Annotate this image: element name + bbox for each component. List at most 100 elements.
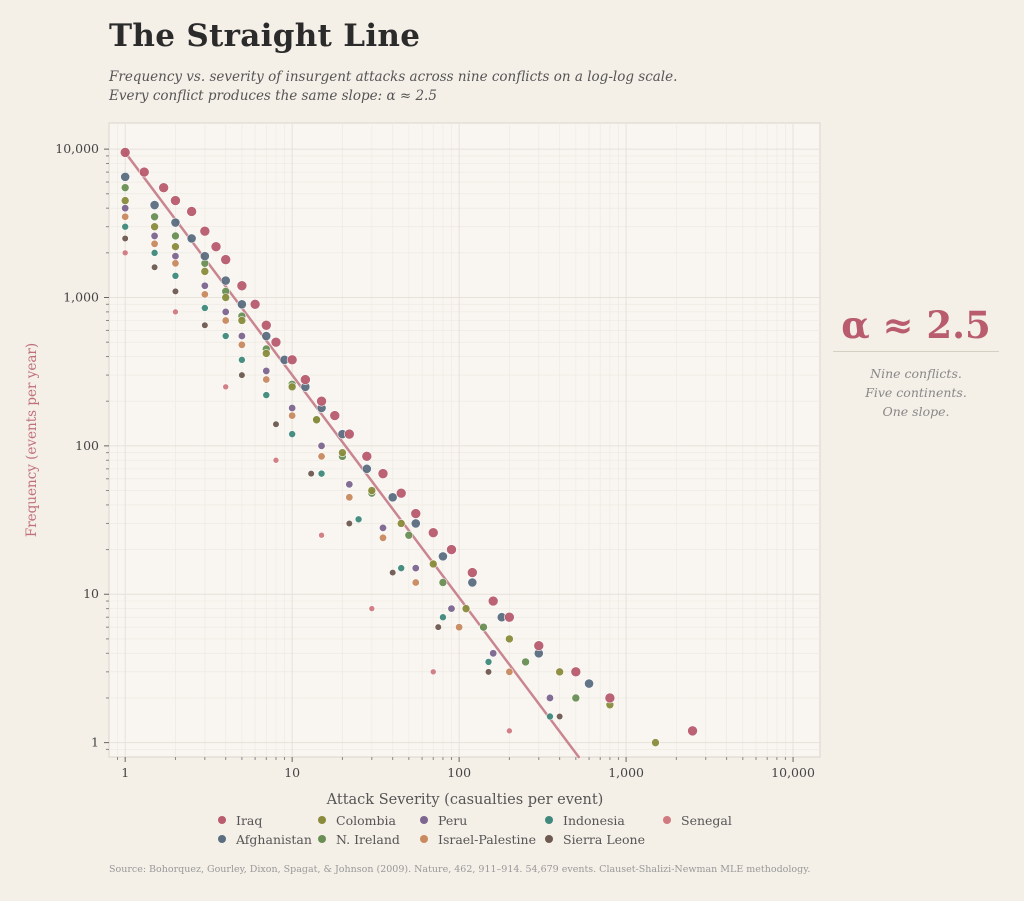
- data-point: [467, 577, 478, 588]
- data-point: [377, 468, 389, 479]
- annotation-divider: [833, 351, 999, 352]
- legend-marker-icon: [218, 816, 226, 824]
- series-colombia: [120, 196, 660, 747]
- data-point: [361, 463, 372, 474]
- data-point: [221, 316, 230, 325]
- alpha-headline: α ≈ 2.5: [841, 303, 991, 347]
- data-point: [200, 281, 209, 290]
- data-point: [505, 634, 514, 644]
- legend-item: Senegal: [663, 812, 763, 828]
- data-point: [438, 551, 448, 562]
- data-point: [411, 564, 420, 573]
- legend-label: Colombia: [336, 812, 396, 828]
- x-tick-label: 10: [284, 765, 300, 780]
- legend-marker-icon: [218, 835, 226, 843]
- data-point: [446, 544, 457, 555]
- data-point: [288, 403, 297, 412]
- data-point: [345, 519, 353, 528]
- data-point: [170, 195, 181, 206]
- annotation-line: One slope.: [882, 404, 950, 419]
- data-point: [344, 428, 355, 440]
- x-tick-label: 100: [447, 765, 471, 780]
- data-point: [238, 371, 246, 379]
- series-peru: [121, 204, 554, 702]
- data-point: [461, 604, 471, 613]
- data-point: [171, 287, 180, 295]
- data-point: [199, 251, 210, 262]
- data-point: [121, 212, 130, 221]
- data-point: [489, 649, 498, 658]
- data-point: [411, 578, 420, 587]
- data-point: [288, 430, 296, 438]
- data-point: [521, 657, 530, 667]
- y-tick-label: 10: [83, 586, 99, 601]
- data-point: [200, 267, 210, 276]
- data-point: [505, 667, 514, 676]
- data-point: [236, 280, 248, 292]
- data-point: [119, 147, 131, 158]
- data-point: [199, 225, 211, 237]
- data-point: [121, 222, 129, 231]
- series-israel-palestine: [121, 212, 514, 676]
- data-point: [484, 668, 493, 676]
- data-point: [287, 382, 297, 392]
- data-point: [389, 568, 397, 577]
- data-point: [200, 290, 209, 299]
- source-note: Source: Bohorquez, Gourley, Dixon, Spaga…: [109, 864, 811, 875]
- data-point: [338, 448, 347, 457]
- data-point: [120, 196, 130, 205]
- data-point: [186, 206, 197, 217]
- slope-annotation: α ≈ 2.5 Nine conflicts. Five continents.…: [833, 303, 999, 421]
- legend-item: Israel-Palestine: [420, 831, 545, 847]
- legend-item: Colombia: [318, 812, 420, 828]
- data-point: [378, 533, 387, 542]
- data-point: [238, 356, 246, 364]
- legend-item: Iraq: [218, 812, 318, 828]
- data-point: [170, 217, 181, 228]
- data-point: [186, 233, 197, 244]
- legend-label: Israel-Palestine: [438, 831, 536, 847]
- data-point: [651, 738, 660, 747]
- data-point: [120, 171, 131, 182]
- data-point: [158, 182, 169, 193]
- data-point: [438, 578, 448, 587]
- data-point: [410, 508, 422, 519]
- y-tick-label: 1: [91, 735, 99, 750]
- data-point: [260, 319, 272, 331]
- legend-item: N. Ireland: [318, 831, 420, 847]
- data-point: [427, 527, 439, 538]
- data-point: [345, 493, 354, 502]
- data-point: [584, 678, 594, 689]
- data-point: [556, 712, 564, 721]
- data-point: [237, 332, 246, 341]
- data-point: [171, 272, 180, 280]
- legend-marker-icon: [545, 816, 553, 824]
- legend-marker-icon: [420, 816, 428, 824]
- data-point: [201, 321, 209, 329]
- chart-title: The Straight Line: [109, 18, 421, 54]
- legend-label: Senegal: [681, 812, 732, 828]
- data-point: [120, 183, 130, 192]
- legend-item: Afghanistan: [218, 831, 318, 847]
- data-point: [571, 693, 581, 703]
- data-point: [171, 252, 180, 261]
- data-point: [317, 452, 326, 461]
- data-point: [121, 204, 130, 213]
- data-point: [121, 249, 129, 257]
- legend-label: Sierra Leone: [563, 831, 646, 847]
- data-point: [150, 222, 159, 232]
- plot-area: [108, 122, 821, 758]
- legend-label: N. Ireland: [336, 831, 400, 847]
- legend-label: Iraq: [236, 812, 263, 828]
- data-point: [221, 307, 230, 316]
- legend-label: Peru: [438, 812, 468, 828]
- data-point: [237, 316, 247, 325]
- annotation-line: Nine conflicts.: [870, 366, 962, 381]
- data-point: [447, 604, 456, 613]
- data-point: [396, 519, 406, 528]
- data-point: [249, 298, 261, 310]
- data-point: [237, 340, 246, 349]
- x-tick-label: 1,000: [608, 765, 644, 780]
- data-point: [387, 492, 398, 503]
